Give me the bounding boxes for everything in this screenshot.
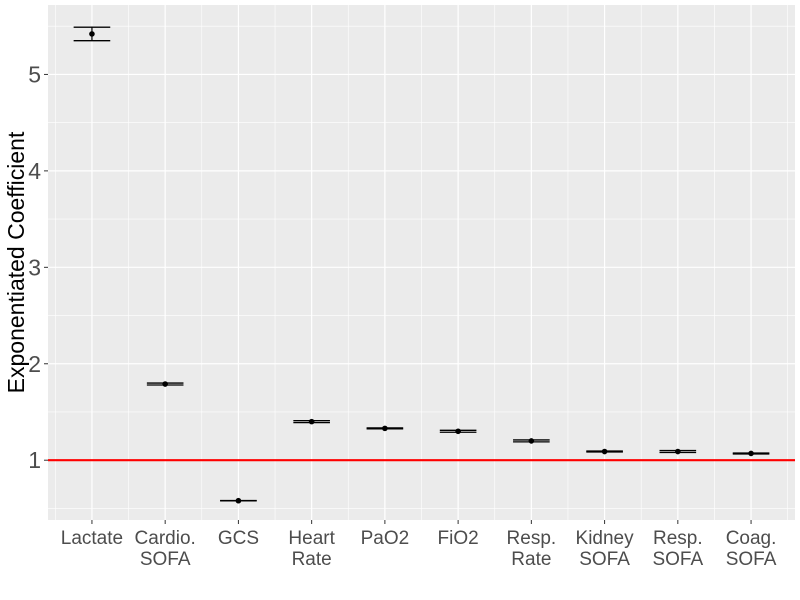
x-tick-label-line: SOFA xyxy=(652,549,703,570)
y-tick-label: 5 xyxy=(28,61,41,87)
x-tick-label: Resp. Rate xyxy=(507,528,557,570)
grid-minor xyxy=(48,5,795,520)
data-point xyxy=(601,448,608,455)
data-point xyxy=(89,31,95,37)
data-point xyxy=(162,381,168,387)
x-tick-label: GCS xyxy=(218,528,259,549)
y-tick-label: 4 xyxy=(28,158,41,184)
x-tick-label-line: FiO2 xyxy=(438,528,479,549)
x-tick-label-line: Cardio. xyxy=(135,528,196,549)
x-tick-label: Lactate xyxy=(61,528,123,549)
x-tick-label-line: Kidney xyxy=(576,528,635,549)
x-tick-label-line: Coag. xyxy=(726,528,777,549)
y-tick-label: 1 xyxy=(28,447,41,473)
x-tick-label-line: Rate xyxy=(511,549,551,570)
y-axis: 1 2 3 4 5 xyxy=(28,61,48,473)
x-tick-label-line: Lactate xyxy=(61,528,123,549)
x-tick-label: Heart Rate xyxy=(288,528,335,570)
data-point xyxy=(748,450,754,457)
data-point xyxy=(528,438,535,444)
x-tick-label-line: Heart xyxy=(288,528,335,549)
x-tick-label-line: Rate xyxy=(292,549,332,570)
x-tick-label-line: Resp. xyxy=(653,528,703,549)
data-point xyxy=(455,428,461,435)
x-tick-label-line: Resp. xyxy=(507,528,557,549)
data-point xyxy=(675,448,681,455)
x-tick-label: Cardio. SOFA xyxy=(135,528,196,570)
y-axis-title: Exponentiated Coefficient xyxy=(3,131,29,393)
y-tick-label: 3 xyxy=(28,254,41,280)
data-point xyxy=(308,418,315,425)
x-tick-label: Resp. SOFA xyxy=(652,528,703,570)
x-tick-label: Kidney SOFA xyxy=(576,528,635,570)
x-tick-label-line: SOFA xyxy=(579,549,630,570)
x-tick-label: Coag. SOFA xyxy=(726,528,777,570)
x-tick-label-line: SOFA xyxy=(140,549,191,570)
x-tick-label-line: PaO2 xyxy=(361,528,410,549)
x-tick-label: FiO2 xyxy=(438,528,479,549)
points xyxy=(89,31,754,504)
x-tick-label-line: SOFA xyxy=(726,549,777,570)
x-tick-label-line: GCS xyxy=(218,528,259,549)
data-point xyxy=(235,497,242,504)
y-tick-label: 2 xyxy=(28,351,41,377)
x-tick-label: PaO2 xyxy=(361,528,410,549)
data-point xyxy=(382,425,388,432)
